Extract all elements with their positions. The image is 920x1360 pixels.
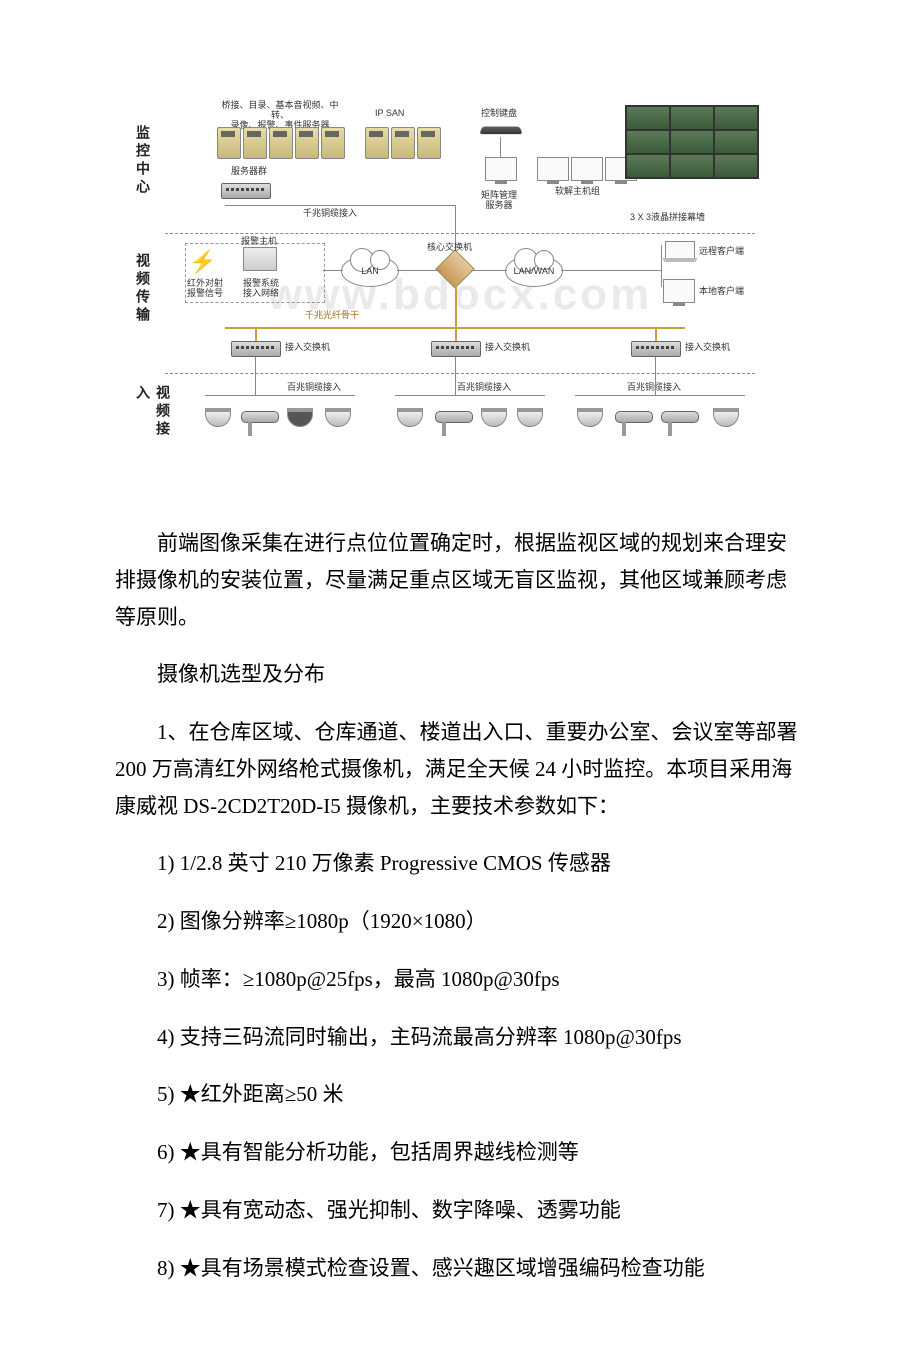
paragraph-3-text: 1、在仓库区域、仓库通道、楼道出入口、重要办公室、会议室等部署 200 万高清红… [115,720,798,818]
spec-4: 4) 支持三码流同时输出，主码流最高分辨率 1080p@30fps [115,1019,805,1056]
divider-2 [165,373,755,374]
label-matrix: 矩阵管理 服务器 [473,191,525,211]
divider-1 [165,233,755,234]
label-100m-3: 百兆铜缆接入 [627,383,681,393]
label-ipsan: IP SAN [375,109,404,119]
line [575,395,745,396]
label-alarm-host: 报警主机 [241,237,277,247]
label-videowall: 3 X 3液晶拼接幕墙 [630,213,705,223]
line [323,270,343,271]
camera-dome-icon [481,411,507,427]
server-icon [391,127,415,159]
laptop-icon [665,241,695,259]
paragraph-3: 1、在仓库区域、仓库通道、楼道出入口、重要办公室、会议室等部署 200 万高清红… [115,714,805,824]
switch-icon [231,341,281,357]
page: www.bdocx.com 监控中心 视频传输 视频接入 桥接、目录、基本音视频… [0,0,920,1360]
label-alarm-net: 报警系统 接入网络 [239,279,283,299]
monitor-icon [571,157,603,181]
line [661,245,662,287]
switch-icon [431,341,481,357]
label-monitor-center: 监控中心 [133,125,153,197]
camera-dome-icon [397,411,423,427]
camera-dome-icon [713,411,739,427]
label-access-sw-2: 接入交换机 [485,343,530,353]
cloud-lanwan-text: LAN/WAN [514,266,555,276]
server-icon [217,127,241,159]
monitor-icon [485,157,517,181]
switch-icon [221,183,271,199]
cloud-lan-icon: LAN [341,255,399,287]
spec-2: 2) 图像分辨率≥1080p（1920×1080） [115,903,805,940]
camera-bullet-icon [615,411,653,423]
lightning-icon: ⚡ [189,249,216,275]
line [397,270,441,271]
backbone-line [455,327,457,341]
spec-5: 5) ★红外距离≥50 米 [115,1076,805,1113]
camera-bullet-icon [435,411,473,423]
label-core: 核心交换机 [427,243,472,253]
network-diagram: www.bdocx.com 监控中心 视频传输 视频接入 桥接、目录、基本音视频… [155,95,765,455]
line [225,205,455,206]
label-video-access: 视频接入 [133,385,173,455]
label-server-group: 服务器群 [231,167,267,177]
line [205,395,355,396]
label-access-sw-1: 接入交换机 [285,343,330,353]
cloud-lan-text: LAN [361,266,379,276]
cloud-lanwan-icon: LAN/WAN [505,255,563,287]
label-ctrl-kbd: 控制键盘 [481,109,517,119]
label-decode: 软解主机组 [555,187,600,197]
camera-dome-icon [517,411,543,427]
backbone-line [255,327,257,341]
paragraph-1: 前端图像采集在进行点位位置确定时，根据监视区域的规划来合理安排摄像机的安装位置，… [115,525,805,635]
server-icon [365,127,389,159]
camera-dome-icon [577,411,603,427]
line [655,357,656,395]
label-alarm-signal: 红外对射 报警信号 [185,279,225,299]
monitor-icon [537,157,569,181]
spec-7: 7) ★具有宽动态、强光抑制、数字降噪、透雾功能 [115,1192,805,1229]
line [471,270,507,271]
backbone-line [655,327,657,341]
paragraph-2-heading: 摄像机选型及分布 [115,656,805,693]
label-100m-2: 百兆铜缆接入 [457,383,511,393]
camera-bullet-icon [241,411,279,423]
label-gigabit: 千兆铜缆接入 [303,209,357,219]
server-icon [269,127,293,159]
spec-3: 3) 帧率：≥1080p@25fps，最高 1080p@30fps [115,961,805,998]
server-icon [417,127,441,159]
line [395,395,545,396]
core-switch-icon [435,249,475,289]
label-remote: 远程客户端 [699,247,744,257]
spec-6: 6) ★具有智能分析功能，包括周界越线检测等 [115,1134,805,1171]
camera-dome-icon [205,411,231,427]
label-local: 本地客户端 [699,287,744,297]
server-icon [321,127,345,159]
keyboard-icon [479,126,522,134]
line [561,270,661,271]
videowall-icon [625,105,759,179]
spec-1: 1) 1/2.8 英寸 210 万像素 Progressive CMOS 传感器 [115,845,805,882]
label-100m-1: 百兆铜缆接入 [287,383,341,393]
server-icon [243,127,267,159]
server-icon [295,127,319,159]
label-fiber: 千兆光纤骨干 [305,311,359,321]
line [500,137,501,157]
camera-dome-icon [287,411,313,427]
spec-8: 8) ★具有场景模式检查设置、感兴趣区域增强编码检查功能 [115,1250,805,1287]
camera-bullet-icon [661,411,699,423]
label-video-transport: 视频传输 [133,253,153,325]
backbone-line [455,285,457,327]
line [255,357,256,395]
monitor-icon [663,279,695,303]
camera-dome-icon [325,411,351,427]
switch-icon [631,341,681,357]
alarm-host-icon [243,247,277,271]
line [455,357,456,395]
label-access-sw-3: 接入交换机 [685,343,730,353]
